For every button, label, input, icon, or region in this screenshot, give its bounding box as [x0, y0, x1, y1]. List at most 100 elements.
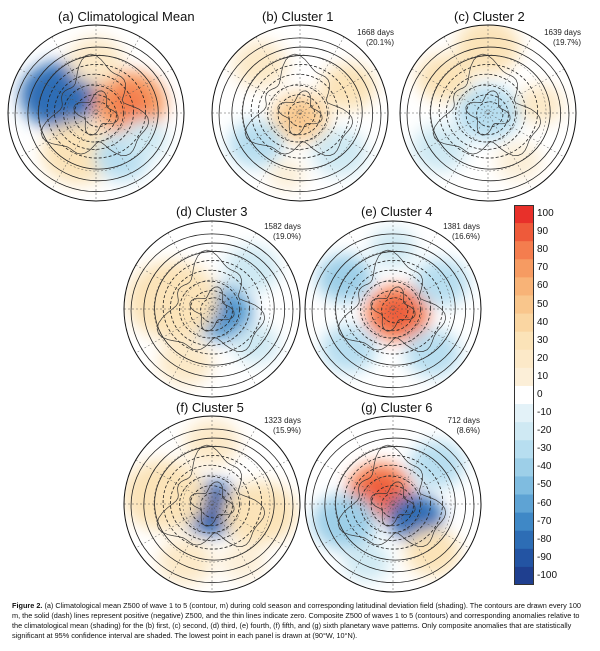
meridian-b-5 — [223, 68, 377, 158]
meridian-d-5 — [135, 264, 289, 354]
colorbar-tick-label: -50 — [537, 479, 552, 491]
colorbar-segment--60 — [514, 494, 534, 514]
panel-e-days: 1381 days (16.6%) — [443, 222, 480, 241]
caption-label: Figure 2. — [12, 601, 43, 610]
colorbar-segment-60 — [514, 277, 534, 296]
colorbar-segment-70 — [514, 259, 534, 278]
anomaly-core-g-1 — [400, 504, 430, 531]
colorbar-segment--70 — [514, 512, 534, 532]
contour-a-7 — [84, 101, 112, 128]
anomaly-e-2 — [413, 258, 470, 307]
contour-b-4 — [258, 73, 339, 150]
colorbar-tick-label: 20 — [537, 352, 549, 364]
panel-b-map — [211, 24, 389, 202]
contour-b-1 — [231, 46, 374, 182]
colorbar-tick-label: 70 — [537, 262, 549, 274]
colorbar — [514, 205, 534, 585]
contour-c-2 — [430, 55, 551, 170]
contour-e-3 — [343, 260, 444, 355]
contour-e-2 — [335, 251, 456, 366]
contour-a-1 — [27, 46, 170, 182]
anomaly-c-2 — [416, 54, 472, 102]
colorbar-tick-label: 100 — [537, 208, 554, 220]
colorbar-tick-label: 10 — [537, 370, 549, 382]
panel-g-days: 712 days (8.6%) — [447, 416, 480, 435]
panel-a-title: (a) Climatological Mean — [58, 9, 195, 24]
contour-a-6 — [73, 94, 117, 136]
contour-c-7 — [476, 101, 504, 128]
anomaly-d-1 — [126, 260, 219, 340]
anomaly-b-5 — [268, 158, 306, 191]
contour-c-1 — [419, 46, 562, 182]
anomaly-g-4 — [404, 528, 461, 577]
panel-f-map — [123, 415, 301, 593]
panel-b-days: 1668 days (20.1%) — [357, 28, 394, 47]
panel-border-f — [123, 415, 301, 593]
contour-d-7 — [200, 297, 228, 324]
panel-d-title: (d) Cluster 3 — [176, 204, 248, 219]
anomaly-e-3 — [321, 324, 377, 373]
colorbar-segment--30 — [514, 440, 534, 459]
colorbar-tick-label: -80 — [537, 533, 552, 545]
meridian-e-5 — [316, 264, 470, 354]
panel-border-c — [399, 24, 577, 202]
contour-a-3 — [46, 64, 147, 159]
anomaly-a-5 — [121, 119, 168, 160]
panel-border-d — [123, 220, 301, 398]
contour-f-7 — [200, 492, 228, 519]
anomaly-core-e-0 — [380, 298, 415, 329]
anomaly-e-5 — [369, 227, 417, 268]
anomaly-d-3 — [157, 338, 214, 386]
panel-e-map — [304, 220, 482, 398]
colorbar-tick-label: -100 — [537, 569, 558, 581]
colorbar-segment-50 — [514, 295, 534, 315]
figure-caption: Figure 2. (a) Climatological mean Z500 o… — [12, 601, 588, 641]
anomaly-f-4 — [157, 537, 214, 585]
panel-d-map — [123, 220, 301, 398]
contour-f-3 — [162, 455, 263, 550]
colorbar-tick-label: -30 — [537, 443, 552, 455]
colorbar-segment-10 — [514, 367, 534, 387]
panel-g-title: (g) Cluster 6 — [361, 400, 433, 415]
meridian-f-5 — [135, 459, 289, 549]
contour-e-6 — [370, 290, 414, 332]
contour-g-3 — [343, 455, 444, 550]
anomaly-c-5 — [495, 141, 542, 182]
contour-b-2 — [242, 55, 363, 170]
colorbar-segment-30 — [514, 331, 534, 351]
anomaly-b-2 — [320, 62, 377, 111]
panel-f-days: 1323 days (15.9%) — [264, 416, 301, 435]
contour-g-1 — [324, 437, 467, 573]
colorbar-tick-label: 50 — [537, 298, 549, 310]
caption-text: (a) Climatological mean Z500 of wave 1 t… — [12, 601, 581, 640]
colorbar-segment--80 — [514, 530, 534, 550]
contour-c-3 — [438, 64, 539, 159]
meridian-g-5 — [316, 459, 470, 549]
panel-c-title: (c) Cluster 2 — [454, 9, 525, 24]
colorbar-segment-40 — [514, 313, 534, 333]
contour-f-2 — [154, 446, 275, 561]
contour-f-6 — [189, 485, 233, 527]
colorbar-segment--50 — [514, 476, 534, 496]
anomaly-g-5 — [343, 541, 390, 581]
panel-border-e — [304, 220, 482, 398]
contour-d-1 — [143, 242, 286, 378]
anomaly-g-2 — [312, 493, 377, 550]
colorbar-tick-label: -10 — [537, 407, 552, 419]
contour-a-4 — [54, 73, 135, 150]
contour-g-7 — [381, 492, 409, 519]
panel-a-map — [7, 24, 185, 202]
contour-c-6 — [465, 94, 509, 136]
colorbar-tick-label: -60 — [537, 497, 552, 509]
anomaly-core-a-0 — [38, 76, 80, 114]
anomaly-g-3 — [409, 440, 465, 489]
panel-border-g — [304, 415, 482, 593]
colorbar-tick-label: -20 — [537, 425, 552, 437]
contour-d-3 — [162, 260, 263, 355]
contour-f-4 — [170, 464, 251, 541]
contour-g-6 — [370, 485, 414, 527]
colorbar-tick-label: 30 — [537, 334, 549, 346]
anomaly-c-4 — [411, 124, 468, 172]
contour-b-3 — [250, 64, 351, 159]
colorbar-segment-100 — [514, 205, 534, 224]
